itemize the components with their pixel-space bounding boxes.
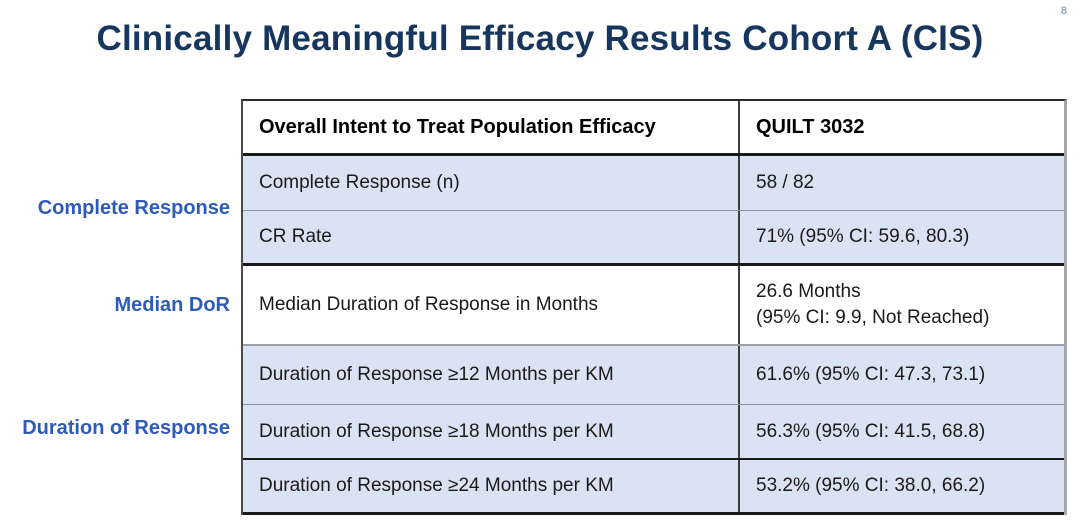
value-cell: 53.2% (95% CI: 38.0, 66.2)	[756, 475, 986, 496]
side-label-complete-response: Complete Response	[37, 197, 230, 219]
metric-cell: Median Duration of Response in Months	[243, 266, 740, 344]
side-label-duration-of-response: Duration of Response	[22, 417, 230, 439]
metric-cell: Duration of Response ≥12 Months per KM	[243, 346, 740, 404]
table-row: Complete Response (n) 58 / 82	[243, 156, 1064, 211]
table-row: Duration of Response ≥24 Months per KM 5…	[243, 460, 1064, 515]
value-cell: 58 / 82	[756, 172, 815, 193]
metric-cell: Duration of Response ≥24 Months per KM	[243, 460, 740, 512]
table-row: Duration of Response ≥18 Months per KM 5…	[243, 405, 1064, 460]
table-row: Duration of Response ≥12 Months per KM 6…	[243, 346, 1064, 405]
table-header-metric: Overall Intent to Treat Population Effic…	[243, 101, 740, 153]
side-label-median-dor: Median DoR	[114, 294, 230, 316]
table-header-row: Overall Intent to Treat Population Effic…	[243, 101, 1064, 156]
page-title: Clinically Meaningful Efficacy Results C…	[96, 19, 984, 58]
value-cell: 56.3% (95% CI: 41.5, 68.8)	[756, 420, 986, 442]
value-cell: 26.6 Months (95% CI: 9.9, Not Reached)	[756, 281, 990, 328]
metric-cell: Complete Response (n)	[243, 156, 740, 210]
value-cell: 71% (95% CI: 59.6, 80.3)	[756, 226, 970, 247]
page-number: 8	[1060, 5, 1067, 17]
table-header-value: QUILT 3032	[756, 116, 865, 138]
value-cell: 61.6% (95% CI: 47.3, 73.1)	[756, 364, 986, 385]
efficacy-table: Overall Intent to Treat Population Effic…	[241, 99, 1067, 515]
table-row: CR Rate 71% (95% CI: 59.6, 80.3)	[243, 211, 1064, 266]
metric-cell: Duration of Response ≥18 Months per KM	[243, 405, 740, 458]
table-row: Median Duration of Response in Months 26…	[243, 266, 1064, 346]
metric-cell: CR Rate	[243, 211, 740, 263]
